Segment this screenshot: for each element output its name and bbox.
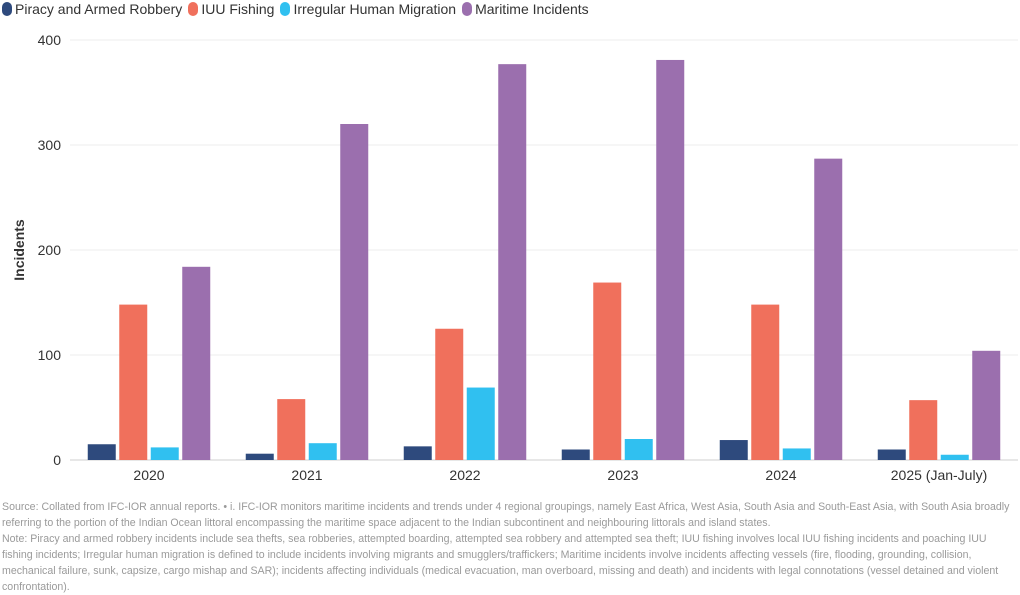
y-axis-label: Incidents xyxy=(11,219,27,281)
bar: Maritime Incidents 2023: 381 xyxy=(656,59,685,460)
y-tick-label: 400 xyxy=(38,32,62,48)
bar: Piracy and Armed Robbery 2025 (Jan-July)… xyxy=(877,449,906,460)
legend-label-migration: Irregular Human Migration xyxy=(293,1,457,17)
legend-swatch-piracy xyxy=(2,2,12,16)
bar: Maritime Incidents 2022: 377 xyxy=(498,64,527,461)
bar: Piracy and Armed Robbery 2023: 10 xyxy=(561,449,590,460)
bar: Maritime Incidents 2024: 287 xyxy=(814,158,843,460)
note-text: Note: Piracy and armed robbery incidents… xyxy=(2,533,999,593)
x-tick-label: 2021 xyxy=(291,467,322,483)
x-tick-label: 2025 (Jan-July) xyxy=(891,467,988,483)
bar: Piracy and Armed Robbery 2020: 15 xyxy=(87,444,116,460)
bar: IUU Fishing 2023: 169 xyxy=(593,282,622,460)
bar: Irregular Human Migration 2021: 16 xyxy=(308,443,337,460)
x-tick-label: 2023 xyxy=(607,467,638,483)
legend-item-maritime[interactable]: Maritime Incidents xyxy=(462,1,589,17)
bar: IUU Fishing 2020: 148 xyxy=(119,304,148,460)
legend-item-piracy[interactable]: Piracy and Armed Robbery xyxy=(2,1,182,17)
bar: Maritime Incidents 2021: 320 xyxy=(340,124,369,460)
legend-swatch-maritime xyxy=(462,2,473,16)
bar: Piracy and Armed Robbery 2021: 6 xyxy=(245,453,274,460)
bar: Irregular Human Migration 2020: 12 xyxy=(150,447,179,460)
y-tick-label: 0 xyxy=(53,452,61,468)
x-tick-label: 2020 xyxy=(133,467,164,483)
bar: Piracy and Armed Robbery 2022: 13 xyxy=(403,446,432,460)
bar: Piracy and Armed Robbery 2024: 19 xyxy=(719,440,748,460)
bar: Maritime Incidents 2020: 184 xyxy=(182,266,211,460)
legend-item-migration[interactable]: Irregular Human Migration xyxy=(280,1,456,17)
legend-label-piracy: Piracy and Armed Robbery xyxy=(15,1,183,17)
bar: IUU Fishing 2021: 58 xyxy=(277,399,306,460)
bar: Irregular Human Migration 2024: 11 xyxy=(782,448,811,460)
bar: Irregular Human Migration 2022: 69 xyxy=(466,387,495,460)
y-tick-label: 100 xyxy=(38,347,62,363)
bar: Irregular Human Migration 2025 (Jan-July… xyxy=(940,454,969,460)
chart-legend: Piracy and Armed Robbery IUU Fishing Irr… xyxy=(2,1,595,17)
legend-swatch-migration xyxy=(280,2,291,16)
source-text: Source: Collated from IFC-IOR annual rep… xyxy=(2,501,1010,529)
y-tick-label: 300 xyxy=(38,137,62,153)
bar-chart: 0 100 200 300 400 Incidents Piracy and Armed R… xyxy=(11,32,1018,483)
legend-swatch-iuu-fishing xyxy=(188,2,199,16)
bar: Maritime Incidents 2025 (Jan-July): 104 xyxy=(972,350,1001,460)
bar: IUU Fishing 2025 (Jan-July): 57 xyxy=(909,400,938,460)
bar: Irregular Human Migration 2023: 20 xyxy=(624,439,653,460)
y-tick-label: 200 xyxy=(38,242,62,258)
bar: IUU Fishing 2024: 148 xyxy=(751,304,780,460)
legend-label-maritime: Maritime Incidents xyxy=(475,1,589,17)
bar: IUU Fishing 2022: 125 xyxy=(435,328,464,460)
chart-footnote: Source: Collated from IFC-IOR annual rep… xyxy=(2,499,1020,595)
x-tick-label: 2024 xyxy=(765,467,796,483)
legend-item-iuu-fishing[interactable]: IUU Fishing xyxy=(188,1,274,17)
legend-label-iuu-fishing: IUU Fishing xyxy=(201,1,275,17)
x-tick-label: 2022 xyxy=(449,467,480,483)
